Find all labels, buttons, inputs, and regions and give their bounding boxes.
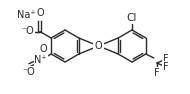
Text: O: O [40, 44, 48, 54]
Text: ⁻O: ⁻O [22, 67, 35, 77]
Text: Na⁺: Na⁺ [17, 9, 35, 19]
Text: Cl: Cl [127, 13, 137, 23]
Text: F: F [163, 54, 169, 64]
Text: F: F [163, 62, 169, 72]
Text: O: O [36, 8, 44, 19]
Text: N⁺: N⁺ [34, 55, 47, 65]
Text: F: F [154, 68, 160, 78]
Text: ⁻O: ⁻O [21, 27, 34, 36]
Text: O: O [95, 41, 102, 51]
